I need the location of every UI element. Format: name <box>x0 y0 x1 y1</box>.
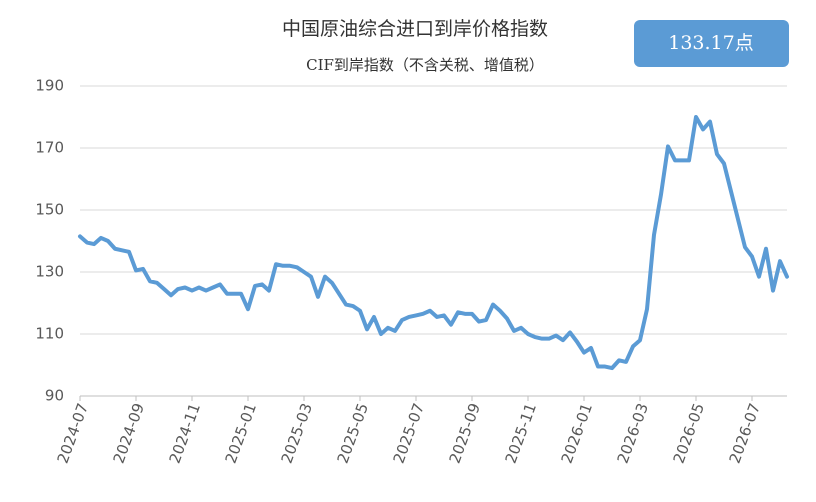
x-tick-label: 2024-09 <box>110 401 148 466</box>
y-tick-label: 110 <box>35 325 64 343</box>
chart-title: 中国原油综合进口到岸价格指数 <box>282 18 548 40</box>
x-tick-label: 2025-01 <box>222 401 260 466</box>
y-tick-label: 90 <box>45 387 64 405</box>
x-tick-label: 2026-01 <box>558 401 596 466</box>
y-tick-label: 170 <box>35 139 64 157</box>
line <box>78 115 789 371</box>
x-tick-label: 2024-07 <box>54 401 92 466</box>
y-tick-label: 150 <box>35 201 64 219</box>
x-tick-label: 2025-07 <box>390 401 428 466</box>
badge-box <box>634 20 789 67</box>
x-tick-label: 2024-11 <box>166 401 204 466</box>
x-tick-label: 2025-09 <box>446 401 484 466</box>
x-tick-label: 2026-05 <box>670 401 708 466</box>
y-tick-label: 130 <box>35 263 64 281</box>
badge-text: 133.17点 <box>668 32 753 54</box>
x-tick-label: 2026-07 <box>726 401 764 466</box>
x-tick-label: 2025-03 <box>278 401 316 466</box>
x-tick-label: 2025-11 <box>502 401 540 466</box>
y-tick-label: 190 <box>35 77 64 95</box>
chart-subtitle: CIF到岸指数（不含关税、增值税） <box>306 56 544 74</box>
x-tick-label: 2025-05 <box>334 401 372 466</box>
x-tick-label: 2026-03 <box>614 401 652 466</box>
